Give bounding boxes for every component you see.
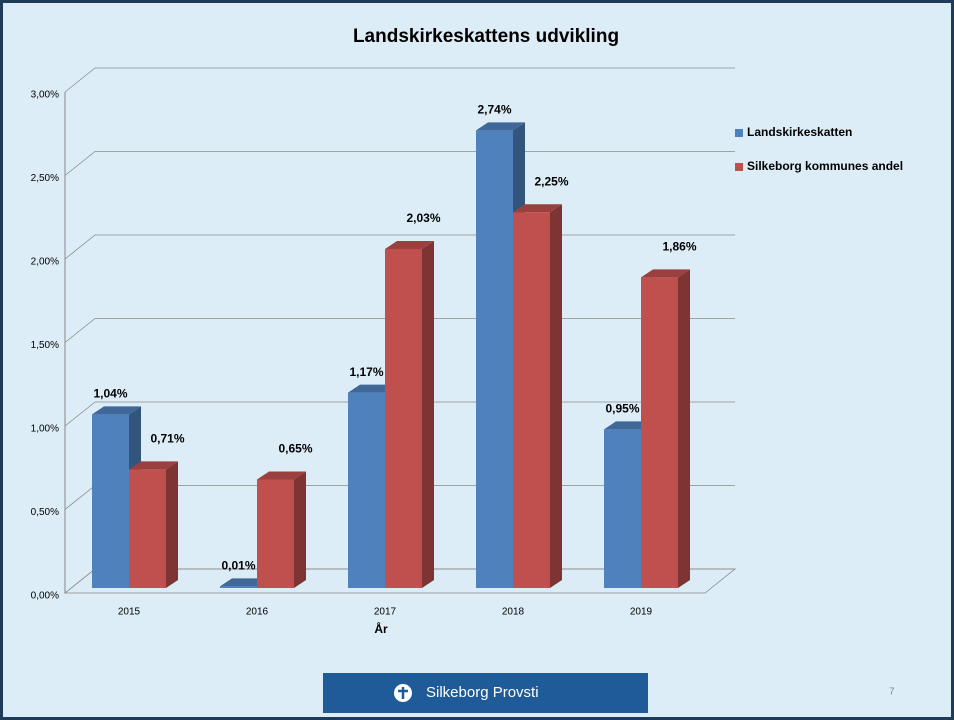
x-tick-label: 2016 [246,607,269,618]
footer-box [323,673,648,713]
bar-front [385,248,422,589]
bar-side [678,269,690,588]
bar-side [550,204,562,588]
bar-top [641,269,690,278]
bar-top [92,406,141,415]
footer-cross [398,687,408,699]
footer-text: Silkeborg Provsti [426,684,539,701]
bar-front [92,414,129,588]
data-label: 2,74% [477,103,511,117]
bar-top [385,240,434,249]
y-tick-label: 2,00% [31,257,59,268]
x-tick-label: 2019 [630,607,653,618]
bar-front [129,469,166,588]
bar-side [166,461,178,588]
bar-top [348,384,397,393]
x-tick-label: 2017 [374,607,397,618]
y-tick-label: 0,00% [31,591,59,602]
data-label: 1,86% [662,240,696,254]
data-label: 0,01% [221,559,255,573]
x-axis-label: År [374,621,388,636]
bar-front [257,479,294,588]
bar-front [220,586,257,588]
legend-label: Silkeborg kommunes andel [747,159,903,173]
data-label: 0,65% [278,442,312,456]
bar-top [513,204,562,213]
bar-top [476,122,525,131]
x-tick-label: 2018 [502,607,525,618]
data-label: 0,95% [605,402,639,416]
chart-title: Landskirkeskattens udvikling [353,26,619,47]
bar-top [220,578,269,587]
y-tick-label: 2,50% [31,173,59,184]
bar-top [604,421,653,430]
data-label: 0,71% [150,432,184,446]
legend-swatch [735,129,743,137]
data-label: 2,03% [406,211,440,225]
legend-swatch [735,163,743,171]
bar-top [129,461,178,470]
bar-top [257,471,306,480]
data-label: 1,04% [93,386,127,400]
bar-front [641,277,678,588]
y-tick-label: 3,00% [31,90,59,101]
bar-front [513,212,550,588]
grid-line [64,67,735,93]
data-label: 1,17% [349,365,383,379]
y-tick-label: 1,00% [31,424,59,435]
page-number: 7 [889,687,895,698]
legend-label: Landskirkeskatten [747,125,852,139]
data-label: 2,25% [534,174,568,188]
bar-side [294,471,306,588]
bar-front [476,130,513,589]
bar-front [604,429,641,588]
bar-side [422,240,434,589]
y-tick-label: 1,50% [31,340,59,351]
x-tick-label: 2015 [118,607,141,618]
y-tick-label: 0,50% [31,507,59,518]
bar-front [348,392,385,588]
